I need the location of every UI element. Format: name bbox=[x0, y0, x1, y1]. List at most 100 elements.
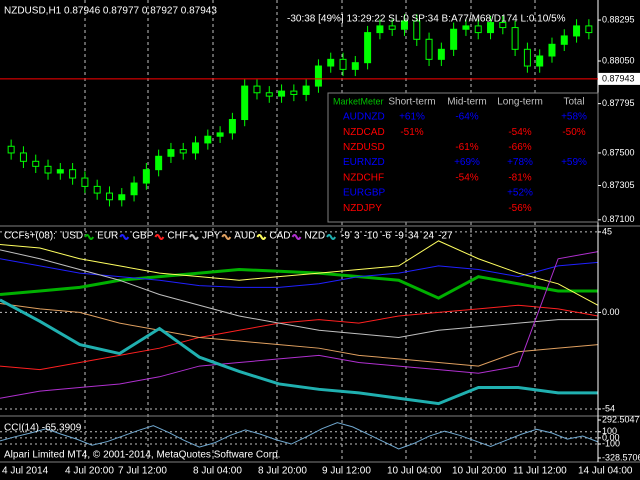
x-tick-label: 8 Jul 04:00 bbox=[193, 466, 242, 477]
legend-change: -9 bbox=[395, 231, 404, 242]
candle-body bbox=[487, 22, 495, 34]
candle-body bbox=[523, 48, 531, 67]
indicator-line bbox=[0, 240, 599, 306]
candle-body bbox=[204, 135, 212, 144]
candle-body bbox=[425, 38, 433, 60]
legend-label: CAD bbox=[269, 231, 290, 242]
indicator-line bbox=[0, 422, 599, 450]
candle-body bbox=[118, 194, 126, 201]
y-tick-label: 0.00 bbox=[602, 432, 620, 442]
candle-body bbox=[302, 85, 310, 95]
y-tick-label: 45 bbox=[602, 226, 612, 236]
x-tick-label: 7 Jul 12:00 bbox=[118, 466, 167, 477]
column-header: Long-term bbox=[497, 97, 543, 108]
legend-swatch bbox=[119, 234, 130, 240]
legend-swatch bbox=[154, 234, 165, 240]
meter-cell: -81% bbox=[508, 172, 531, 183]
y-tick-label: -328.5706 bbox=[602, 452, 640, 462]
candle-body bbox=[437, 48, 445, 60]
pair-label: NZDCAD bbox=[343, 127, 385, 138]
candle-body bbox=[105, 192, 113, 201]
candle-body bbox=[351, 62, 359, 70]
candle-body bbox=[56, 169, 64, 174]
indicator-title: CCI(14) -65.3909 bbox=[4, 423, 82, 434]
meter-cell: +58% bbox=[561, 112, 587, 123]
market-meter-box bbox=[327, 92, 599, 223]
legend-swatch bbox=[256, 234, 267, 240]
candle-body bbox=[32, 160, 40, 167]
pair-label: NZDCHF bbox=[343, 172, 384, 183]
candle-body bbox=[474, 25, 482, 34]
meter-cell: +69% bbox=[454, 157, 480, 168]
candle-body bbox=[560, 35, 568, 45]
candle-body bbox=[339, 58, 347, 70]
x-tick-label: 10 Jul 04:00 bbox=[387, 466, 442, 477]
indicator-line bbox=[0, 267, 598, 300]
y-tick-label: 0.87500 bbox=[602, 147, 635, 157]
y-tick-label: 0.88050 bbox=[602, 55, 635, 65]
x-tick-label: 10 Jul 20:00 bbox=[452, 466, 507, 477]
column-header: Short-term bbox=[388, 97, 435, 108]
legend-swatch bbox=[84, 234, 95, 240]
candle-body bbox=[388, 25, 396, 30]
meter-cell: -54% bbox=[455, 172, 478, 183]
plot-area bbox=[0, 14, 599, 450]
candle-body bbox=[19, 152, 27, 162]
meter-cell: -66% bbox=[508, 142, 531, 153]
meter-cell: -54% bbox=[508, 127, 531, 138]
legend-change: -27 bbox=[438, 231, 453, 242]
legend-swatch bbox=[189, 234, 199, 240]
candle-body bbox=[69, 169, 77, 179]
candle-body bbox=[573, 25, 581, 37]
legend-label: EUR bbox=[97, 231, 118, 242]
candle-body bbox=[376, 25, 384, 34]
y-tick-label: 0.87795 bbox=[602, 98, 635, 108]
y-tick-label: 292.5047 bbox=[602, 414, 640, 424]
meter-cell: -51% bbox=[400, 127, 423, 138]
legend-label: CHF bbox=[167, 231, 188, 242]
candle-body bbox=[364, 32, 372, 64]
column-header: Mid-term bbox=[447, 97, 486, 108]
candle-body bbox=[413, 20, 421, 40]
meter-cell: +52% bbox=[507, 188, 533, 199]
candle-body bbox=[7, 145, 15, 154]
symbol-line: NZDUSD,H1 0.87946 0.87977 0.87927 0.8794… bbox=[4, 6, 217, 17]
y-tick-label: -54 bbox=[602, 403, 615, 413]
legend-change: 34 bbox=[408, 231, 420, 242]
indicator-line bbox=[0, 249, 598, 338]
x-tick-label: 14 Jul 04:00 bbox=[578, 466, 633, 477]
candle-body bbox=[179, 149, 187, 154]
legend-swatch bbox=[221, 234, 232, 240]
meter-cell: -61% bbox=[455, 142, 478, 153]
candle-body bbox=[81, 177, 89, 187]
meter-cell: -50% bbox=[562, 127, 585, 138]
legend-change: -6 bbox=[382, 231, 391, 242]
indicator-line bbox=[0, 251, 599, 399]
candle-body bbox=[241, 85, 249, 121]
pair-label: AUDNZD bbox=[343, 112, 385, 123]
meter-cell: +78% bbox=[507, 157, 533, 168]
candle-body bbox=[93, 185, 101, 194]
legend-label: GBP bbox=[132, 231, 153, 242]
candle-body bbox=[253, 85, 261, 94]
candle-body bbox=[462, 25, 470, 30]
pair-label: NZDUSD bbox=[343, 142, 385, 153]
column-header: Total bbox=[563, 97, 584, 108]
footer: Alpari Limited MT4, © 2001-2014, MetaQuo… bbox=[4, 450, 280, 461]
y-tick-label: 0.00 bbox=[602, 307, 620, 317]
y-tick-label: -100 bbox=[602, 438, 620, 448]
y-tick-label: 100 bbox=[602, 426, 617, 436]
legend-label: USD bbox=[62, 231, 83, 242]
candle-body bbox=[130, 182, 138, 196]
candle-body bbox=[228, 119, 236, 134]
legend-swatch bbox=[326, 234, 336, 240]
x-tick-label: 9 Jul 12:00 bbox=[322, 466, 371, 477]
meter-cell: +59% bbox=[561, 157, 587, 168]
candle-body bbox=[400, 20, 408, 30]
x-tick-label: 8 Jul 20:00 bbox=[258, 466, 307, 477]
candle-body bbox=[167, 149, 175, 157]
candle-body bbox=[499, 22, 507, 29]
indicator-line bbox=[0, 302, 599, 367]
candle-body bbox=[511, 27, 519, 50]
pair-label: EURNZD bbox=[343, 157, 385, 168]
